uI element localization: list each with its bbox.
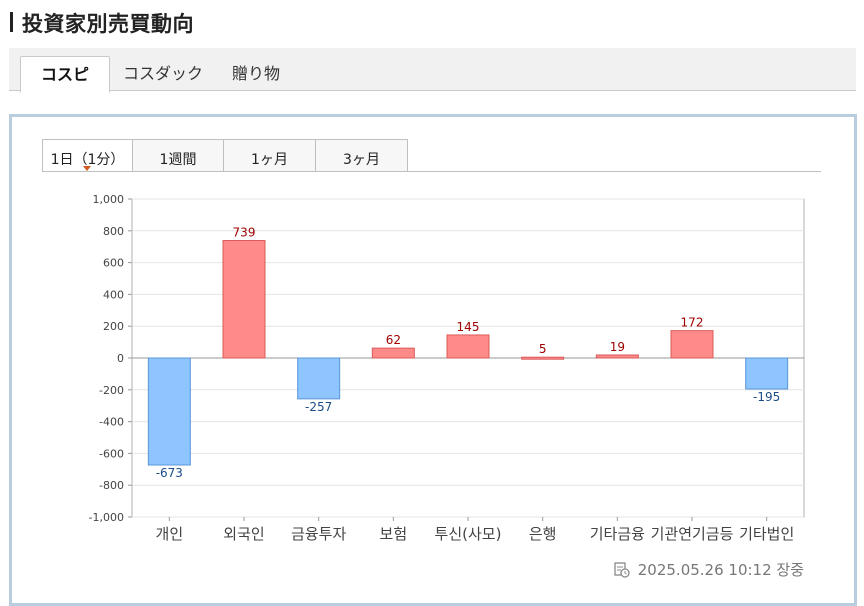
x-tick-label: 외국인 [223,525,264,543]
y-tick-label: -400 [99,416,124,429]
data-label: -673 [156,466,183,480]
bar [670,330,714,359]
y-tick-label: 1,000 [93,193,125,206]
title-marker [10,12,13,32]
bar [297,357,341,400]
x-tick-label: 기타법인 [739,525,794,543]
bar [745,357,789,390]
market-tabs-bar [9,48,856,91]
bar [595,354,639,359]
bar [446,334,490,359]
page-title: 投資家別売買動向 [22,12,194,36]
data-label: -257 [305,400,332,414]
period-tabs-underline [42,171,821,172]
tab-1month[interactable]: 1ヶ月 [223,139,316,172]
y-tick-label: 200 [103,320,124,333]
y-tick-label: -1,000 [89,511,124,524]
bar [371,347,415,359]
data-label: 5 [539,342,547,356]
bar [222,239,266,359]
data-label: 19 [610,340,625,354]
bar [147,357,191,466]
tab-1week[interactable]: 1週間 [132,139,224,172]
tab-gift[interactable]: 贈り物 [232,64,281,83]
x-tick-label: 은행 [529,525,557,543]
bar [521,356,565,360]
y-tick-label: 800 [103,225,124,238]
tab-3month[interactable]: 3ヶ月 [315,139,408,172]
y-tick-label: 400 [103,288,124,301]
x-tick-label: 금융투자 [291,525,346,543]
tab-kospi[interactable]: コスピ [20,56,110,93]
data-label: -195 [753,390,780,404]
y-tick-label: -600 [99,447,124,460]
y-tick-label: 0 [117,352,124,365]
y-tick-label: -800 [99,479,124,492]
data-label: 145 [457,320,480,334]
tab-1day[interactable]: 1日（1分） [42,139,133,172]
tab-kosdaq[interactable]: コスダック [123,64,204,83]
data-label: 62 [386,333,401,347]
data-label: 172 [681,316,704,330]
y-tick-label: -200 [99,384,124,397]
timestamp: 2025.05.26 10:12 장중 [637,561,804,579]
active-tab-caret-icon [83,166,91,171]
x-tick-label: 투신(사모) [435,525,502,543]
refresh-clock-icon[interactable] [614,562,630,578]
y-tick-label: 600 [103,257,124,270]
x-tick-label: 보험 [380,525,408,543]
x-tick-label: 기관연기금등 [651,525,734,543]
x-tick-label: 기타금융 [590,525,645,543]
data-label: 739 [233,225,256,239]
x-tick-label: 개인 [156,525,184,543]
